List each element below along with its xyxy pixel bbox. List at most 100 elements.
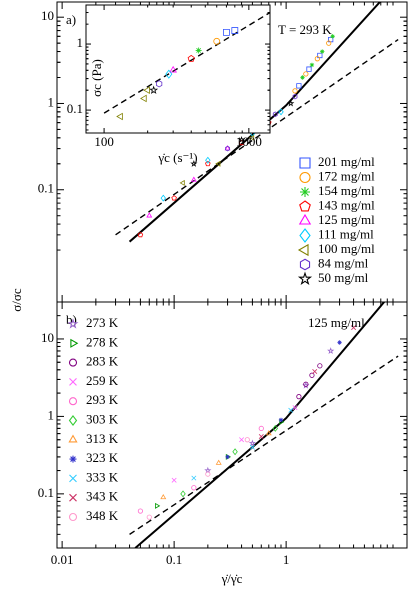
data-point [288,407,294,413]
data-point [205,471,211,477]
x-axis-label: γ̇c (s⁻¹) [157,150,197,165]
x-axis-label: γ̇/γ̇c [221,571,243,586]
panel-label: b) [66,312,77,327]
data-point [190,176,197,182]
data-point [156,80,163,88]
fit-line [134,302,385,548]
data-point [317,363,323,369]
frame [56,301,408,549]
data-point [213,37,221,45]
legend-marker [69,378,77,386]
data-point [278,417,284,423]
data-point [292,93,298,100]
data-point [248,134,255,141]
y-tick-label: 10 [41,8,54,23]
data-point [169,65,177,73]
data-point [314,56,320,62]
data-point [244,437,250,443]
legend-label: 323 K [86,450,119,465]
data-point [225,145,230,152]
data-point [337,340,342,345]
data-point [179,179,185,186]
x-tick-label: 0.1 [166,552,182,567]
legend-marker [68,397,78,406]
legend-marker [67,318,79,329]
data-point [292,405,298,411]
data-point [224,145,231,151]
legend-label: 201 mg/ml [318,154,375,169]
legend-label: 303 K [86,411,119,426]
legend-label: 111 mg/ml [318,226,374,241]
frame [85,4,271,134]
data-point [303,381,309,387]
fit-line [103,11,270,114]
data-point [180,490,186,498]
data-point [272,111,278,118]
legend-label: 313 K [86,431,119,446]
legend-marker [300,187,310,197]
x-tick-label: 1000 [236,134,262,149]
legend-label: 278 K [86,334,119,349]
legend-label: 100 mg/ml [318,241,375,256]
data-point [312,369,318,374]
data-point [160,493,167,500]
legend-label: 143 mg/ml [318,197,375,212]
legend-marker [68,415,78,426]
y-tick-label: 10 [41,330,54,345]
data-point [223,29,230,36]
legend-marker [297,243,309,257]
data-point [306,66,312,72]
data-point [287,99,295,107]
fit-line [115,39,399,236]
data-point [309,62,315,68]
y-tick-label: 1 [77,35,84,50]
legend-label: 273 K [86,315,119,330]
data-point [190,159,198,167]
data-point [309,372,315,378]
y-tick-label: 0.1 [38,181,54,196]
panel-label: a) [66,12,76,27]
data-point [239,437,245,443]
x-tick-label: 1 [283,552,290,567]
data-point [171,477,177,483]
data-point [327,347,335,355]
legend-marker [68,434,78,443]
data-point [258,434,264,440]
legend-marker [297,271,313,286]
data-point [215,160,221,167]
data-point [195,47,202,54]
y-axis-label: σ/σc [9,288,24,312]
data-point [300,75,305,80]
data-point [160,194,166,202]
legend-marker [69,455,77,463]
data-point [205,160,211,167]
fit-line [128,2,382,243]
data-point [205,156,211,164]
data-point [292,88,298,94]
data-point [187,54,195,62]
data-point [191,475,197,481]
data-point [143,86,150,95]
fit-line [129,355,399,535]
y-tick-label: 1 [48,407,55,422]
legend-label: 125 mg/ml [318,212,375,227]
data-point [320,49,325,54]
data-point [296,83,302,89]
legend-marker [70,338,79,348]
legend-marker [68,512,78,522]
legend-marker [299,172,311,183]
data-point [191,485,197,491]
legend-label: 259 K [86,373,119,388]
data-point [225,454,230,460]
inset-background [86,5,270,133]
legend-label: 172 mg/ml [318,168,375,183]
data-point [149,85,159,95]
legend-label: 84 mg/ml [318,255,369,270]
legend-label: 154 mg/ml [318,183,375,198]
legend-label: 293 K [86,392,119,407]
legend-marker [299,157,311,169]
x-tick-label: 100 [94,134,114,149]
data-point [155,502,161,509]
legend-label: 348 K [86,508,119,523]
